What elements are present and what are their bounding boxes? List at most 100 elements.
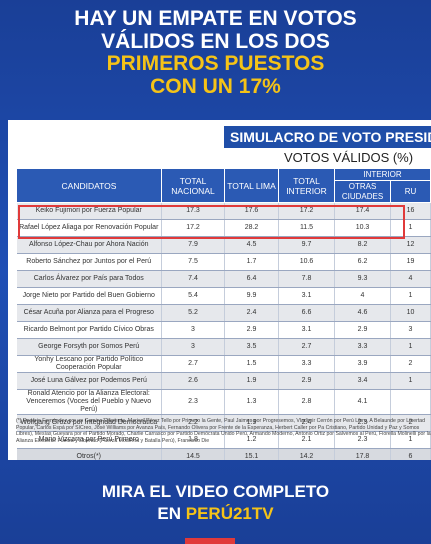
- cell-rural: 10: [390, 304, 431, 322]
- cell-rural: 1: [390, 287, 431, 305]
- call-to-action: MIRA EL VIDEO COMPLETO EN PERÚ21TV: [0, 481, 431, 525]
- candidate-name: Ronald Atencio por la Alianza Electoral:…: [16, 389, 162, 415]
- table-row: Roberto Sánchez por Juntos por el Perú 7.…: [16, 253, 431, 271]
- table-row: Keiko Fujimori por Fuerza Popular 17.3 17.…: [16, 202, 431, 220]
- table-row: Ricardo Belmont por Partido Cívico Obras…: [16, 321, 431, 339]
- cell-otras: 17.8: [334, 448, 391, 460]
- cell-nacional: 3: [161, 338, 225, 356]
- cell-lima: 2.9: [224, 321, 279, 339]
- cell-rural: 2: [390, 355, 431, 373]
- cell-rural: 6: [390, 448, 431, 460]
- cell-rural: [390, 389, 431, 415]
- candidate-name: Yonhy Lescano por Partido Político Coope…: [16, 355, 162, 373]
- cell-interior: 2.1: [278, 431, 335, 449]
- cell-lima: 17.6: [224, 202, 279, 220]
- headline-line-1: HAY UN EMPATE EN VOTOS: [74, 7, 357, 30]
- cell-lima: 1.5: [224, 355, 279, 373]
- cell-nacional: 3: [161, 321, 225, 339]
- cell-rural: 16: [390, 202, 431, 220]
- candidate-name: Jorge Nieto por Partido del Buen Gobiern…: [16, 287, 162, 305]
- headline-line-4: CON UN 17%: [150, 74, 281, 98]
- cell-otras: 17.4: [334, 202, 391, 220]
- col-total-nacional: TOTAL NACIONAL: [161, 168, 225, 203]
- cell-lima: 6.4: [224, 270, 279, 288]
- cell-otras: 10.3: [334, 219, 391, 237]
- cta-brand: PERÚ21TV: [185, 504, 274, 523]
- cell-otras: 6.2: [334, 253, 391, 271]
- candidate-name: Keiko Fujimori por Fuerza Popular: [16, 202, 162, 220]
- cell-nacional: 17.2: [161, 219, 225, 237]
- results-table: CANDIDATOS TOTAL NACIONAL TOTAL LIMA TOT…: [16, 168, 431, 460]
- cell-lima: 3.5: [224, 338, 279, 356]
- cell-nacional: 2.6: [161, 372, 225, 390]
- cell-otras: 2.9: [334, 321, 391, 339]
- cell-otras: 9.3: [334, 270, 391, 288]
- cell-rural: 19: [390, 253, 431, 271]
- cell-interior: 2.7: [278, 338, 335, 356]
- cell-otras: 3.9: [334, 355, 391, 373]
- cell-rural: 1: [390, 431, 431, 449]
- cell-rural: 1: [390, 372, 431, 390]
- cell-otras: 4.6: [334, 304, 391, 322]
- table-row: Jorge Nieto por Partido del Buen Gobiern…: [16, 287, 431, 305]
- cell-lima: 9.9: [224, 287, 279, 305]
- poll-card: SIMULACRO DE VOTO PRESID VOTOS VÁLIDOS (…: [8, 120, 431, 460]
- cell-rural: 2: [390, 414, 431, 432]
- cell-nacional: 14.5: [161, 448, 225, 460]
- cell-lima: 1.3: [224, 389, 279, 415]
- cell-otras: 2.3: [334, 431, 391, 449]
- cell-interior: 11.5: [278, 219, 335, 237]
- cell-interior: 14.2: [278, 448, 335, 460]
- cell-nacional: 7.5: [161, 253, 225, 271]
- cell-rural: 12: [390, 236, 431, 254]
- candidate-name: Mario Vizcarra por Perú Primero: [16, 431, 162, 449]
- cell-otras: 2.3: [334, 414, 391, 432]
- cell-nacional: 17.3: [161, 202, 225, 220]
- cell-otras: 4: [334, 287, 391, 305]
- cell-interior: 10.6: [278, 253, 335, 271]
- cell-interior: 17.2: [278, 202, 335, 220]
- table-row: Mario Vizcarra por Perú Primero 1.8 1.2 2.1…: [16, 431, 431, 449]
- candidate-name: Roberto Sánchez por Juntos por el Perú: [16, 253, 162, 271]
- votos-validos-subtitle: VOTOS VÁLIDOS (%): [284, 150, 414, 165]
- cell-nacional: 2.2: [161, 414, 225, 432]
- candidate-name: Ricardo Belmont por Partido Cívico Obras: [16, 321, 162, 339]
- candidate-name: José Luna Gálvez por Podemos Perú: [16, 372, 162, 390]
- cell-interior: 3.1: [278, 287, 335, 305]
- candidate-name: Rafael López Aliaga por Renovación Popul…: [16, 219, 162, 237]
- candidate-name: George Forsyth por Somos Perú: [16, 338, 162, 356]
- col-otras-ciudades: OTRAS CIUDADES: [334, 180, 391, 203]
- table-row: José Luna Gálvez por Podemos Perú 2.6 1.9 2…: [16, 372, 431, 390]
- col-rural: RU: [390, 180, 431, 203]
- cell-lima: 1.9: [224, 414, 279, 432]
- headline-line-2: VÁLIDOS EN LOS DOS: [101, 29, 330, 53]
- cell-interior: 3.1: [278, 321, 335, 339]
- table-row: George Forsyth por Somos Perú 3 3.5 2.7 3.3 1: [16, 338, 431, 356]
- cell-nacional: 5.2: [161, 304, 225, 322]
- col-candidatos: CANDIDATOS: [16, 168, 162, 203]
- table-row: Ronald Atencio por la Alianza Electoral:…: [16, 389, 431, 415]
- col-interior-group: INTERIOR: [334, 168, 431, 181]
- cell-rural: 4: [390, 270, 431, 288]
- table-row: Wolfgang Grozo por Integridad Democrátic…: [16, 414, 431, 432]
- table-row: César Acuña por Alianza para el Progreso…: [16, 304, 431, 322]
- cell-nacional: 2.7: [161, 355, 225, 373]
- cell-interior: 2.4: [278, 414, 335, 432]
- table-row: Carlos Álvarez por País para Todos 7.4 6.4…: [16, 270, 431, 288]
- cell-rural: 3: [390, 321, 431, 339]
- cell-interior: 6.6: [278, 304, 335, 322]
- cell-lima: 1.7: [224, 253, 279, 271]
- col-total-interior: TOTAL INTERIOR: [278, 168, 335, 203]
- cell-rural: 1: [390, 338, 431, 356]
- cell-nacional: 7.4: [161, 270, 225, 288]
- cta-line-1: MIRA EL VIDEO COMPLETO: [101, 482, 330, 501]
- cell-rural: 1: [390, 219, 431, 237]
- cell-otras: 8.2: [334, 236, 391, 254]
- cell-nacional: 7.9: [161, 236, 225, 254]
- candidate-name: César Acuña por Alianza para el Progreso: [16, 304, 162, 322]
- headline: HAY UN EMPATE EN VOTOS VÁLIDOS EN LOS DO…: [0, 7, 431, 98]
- col-total-lima: TOTAL LIMA: [224, 168, 279, 203]
- cell-lima: 2.4: [224, 304, 279, 322]
- cell-interior: 2.8: [278, 389, 335, 415]
- cell-nacional: 5.4: [161, 287, 225, 305]
